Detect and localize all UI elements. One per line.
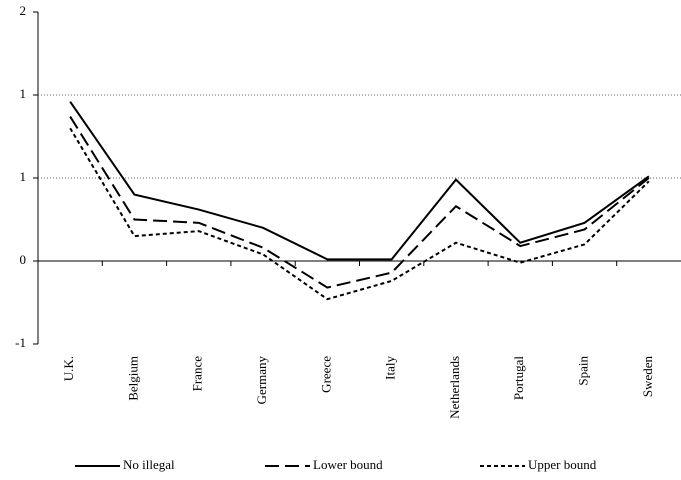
x-tick-label: Portugal — [511, 356, 526, 400]
x-tick-label: France — [190, 356, 205, 392]
series-line — [69, 127, 650, 301]
x-tick-label: Germany — [254, 356, 269, 405]
series-line — [69, 101, 650, 261]
y-tick-label: -1 — [15, 335, 26, 350]
legend-label: No illegal — [123, 457, 175, 472]
y-tick-label: 1 — [20, 86, 27, 101]
legend-label: Lower bound — [313, 457, 383, 472]
y-tick-label: 2 — [20, 3, 27, 18]
x-tick-label: Italy — [383, 356, 398, 380]
x-tick-label: Spain — [576, 356, 591, 386]
x-tick-label: U.K. — [61, 356, 76, 381]
x-tick-label: Sweden — [640, 356, 655, 398]
legend-label: Upper bound — [528, 457, 597, 472]
y-tick-label: 0 — [20, 252, 27, 267]
x-tick-label: Netherlands — [447, 356, 462, 419]
x-tick-label: Belgium — [125, 356, 140, 401]
y-tick-label: 1 — [20, 169, 27, 184]
series-line — [69, 116, 650, 289]
x-tick-label: Greece — [318, 356, 333, 393]
